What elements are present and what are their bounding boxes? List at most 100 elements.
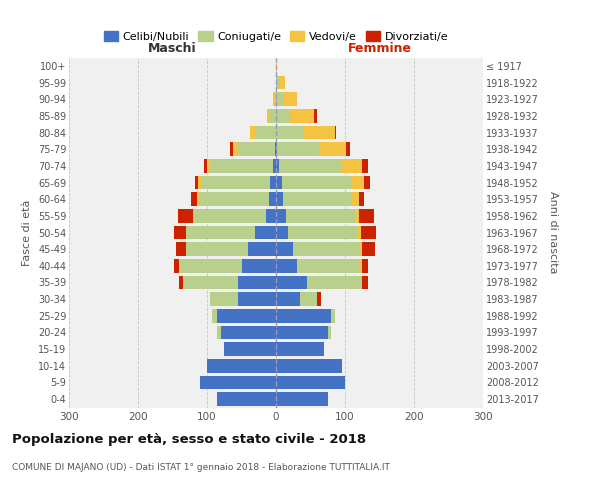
Bar [277,142,319,156]
Bar [276,92,283,106]
Bar [241,259,276,272]
Bar [269,192,276,206]
Bar [179,276,183,289]
Bar [276,209,286,222]
Bar [238,292,276,306]
Bar [267,109,271,122]
Text: Femmine: Femmine [347,42,412,55]
Bar [350,176,364,190]
Bar [335,126,336,140]
Text: Popolazione per età, sesso e stato civile - 2018: Popolazione per età, sesso e stato civil… [12,432,366,446]
Bar [176,242,187,256]
Bar [174,226,187,239]
Bar [283,192,352,206]
Bar [276,226,289,239]
Bar [283,92,296,106]
Y-axis label: Anni di nascita: Anni di nascita [548,191,558,274]
Bar [276,142,277,156]
Bar [183,276,238,289]
Bar [221,326,276,340]
Bar [200,376,276,390]
Bar [276,176,281,190]
Bar [290,109,314,122]
Bar [304,126,335,140]
Bar [191,192,197,206]
Bar [317,292,321,306]
Bar [276,309,331,322]
Bar [276,59,277,72]
Bar [276,159,280,172]
Bar [179,259,241,272]
Bar [217,326,221,340]
Text: COMUNE DI MAJANO (UD) - Dati ISTAT 1° gennaio 2018 - Elaborazione TUTTITALIA.IT: COMUNE DI MAJANO (UD) - Dati ISTAT 1° ge… [12,462,390,471]
Bar [200,192,269,206]
Bar [272,159,276,172]
Bar [276,376,345,390]
Bar [233,142,236,156]
Bar [187,242,248,256]
Bar [224,342,276,356]
Bar [276,76,280,90]
Bar [187,226,256,239]
Bar [217,309,276,322]
Bar [289,226,358,239]
Bar [341,159,362,172]
Bar [362,159,368,172]
Bar [276,342,325,356]
Bar [359,259,362,272]
Bar [230,142,233,156]
Bar [174,259,179,272]
Bar [314,109,317,122]
Bar [207,359,276,372]
Bar [319,142,346,156]
Bar [364,176,370,190]
Bar [217,392,276,406]
Bar [276,326,328,340]
Bar [275,142,276,156]
Bar [307,276,362,289]
Bar [276,392,328,406]
Bar [273,92,275,106]
Bar [331,309,335,322]
Bar [359,192,364,206]
Bar [280,159,341,172]
Bar [358,226,361,239]
Bar [207,159,211,172]
Bar [328,326,331,340]
Bar [280,76,285,90]
Legend: Celibi/Nubili, Coniugati/e, Vedovi/e, Divorziati/e: Celibi/Nubili, Coniugati/e, Vedovi/e, Di… [100,26,452,46]
Bar [271,176,276,190]
Bar [276,126,304,140]
Bar [256,126,276,140]
Bar [238,276,276,289]
Bar [276,192,283,206]
Bar [276,242,293,256]
Bar [359,209,374,222]
Bar [203,159,207,172]
Bar [211,159,272,172]
Bar [256,226,276,239]
Bar [193,209,266,222]
Text: Maschi: Maschi [148,42,197,55]
Bar [250,126,256,140]
Bar [212,309,217,322]
Bar [361,226,376,239]
Bar [248,242,276,256]
Y-axis label: Fasce di età: Fasce di età [22,200,32,266]
Bar [281,176,350,190]
Bar [355,209,359,222]
Bar [293,242,359,256]
Bar [362,242,374,256]
Bar [275,92,276,106]
Bar [271,109,276,122]
Bar [198,176,202,190]
Bar [178,209,193,222]
Bar [197,192,200,206]
Bar [276,292,300,306]
Bar [276,109,290,122]
Bar [346,142,350,156]
Bar [202,176,271,190]
Bar [352,192,359,206]
Bar [359,242,362,256]
Bar [276,276,307,289]
